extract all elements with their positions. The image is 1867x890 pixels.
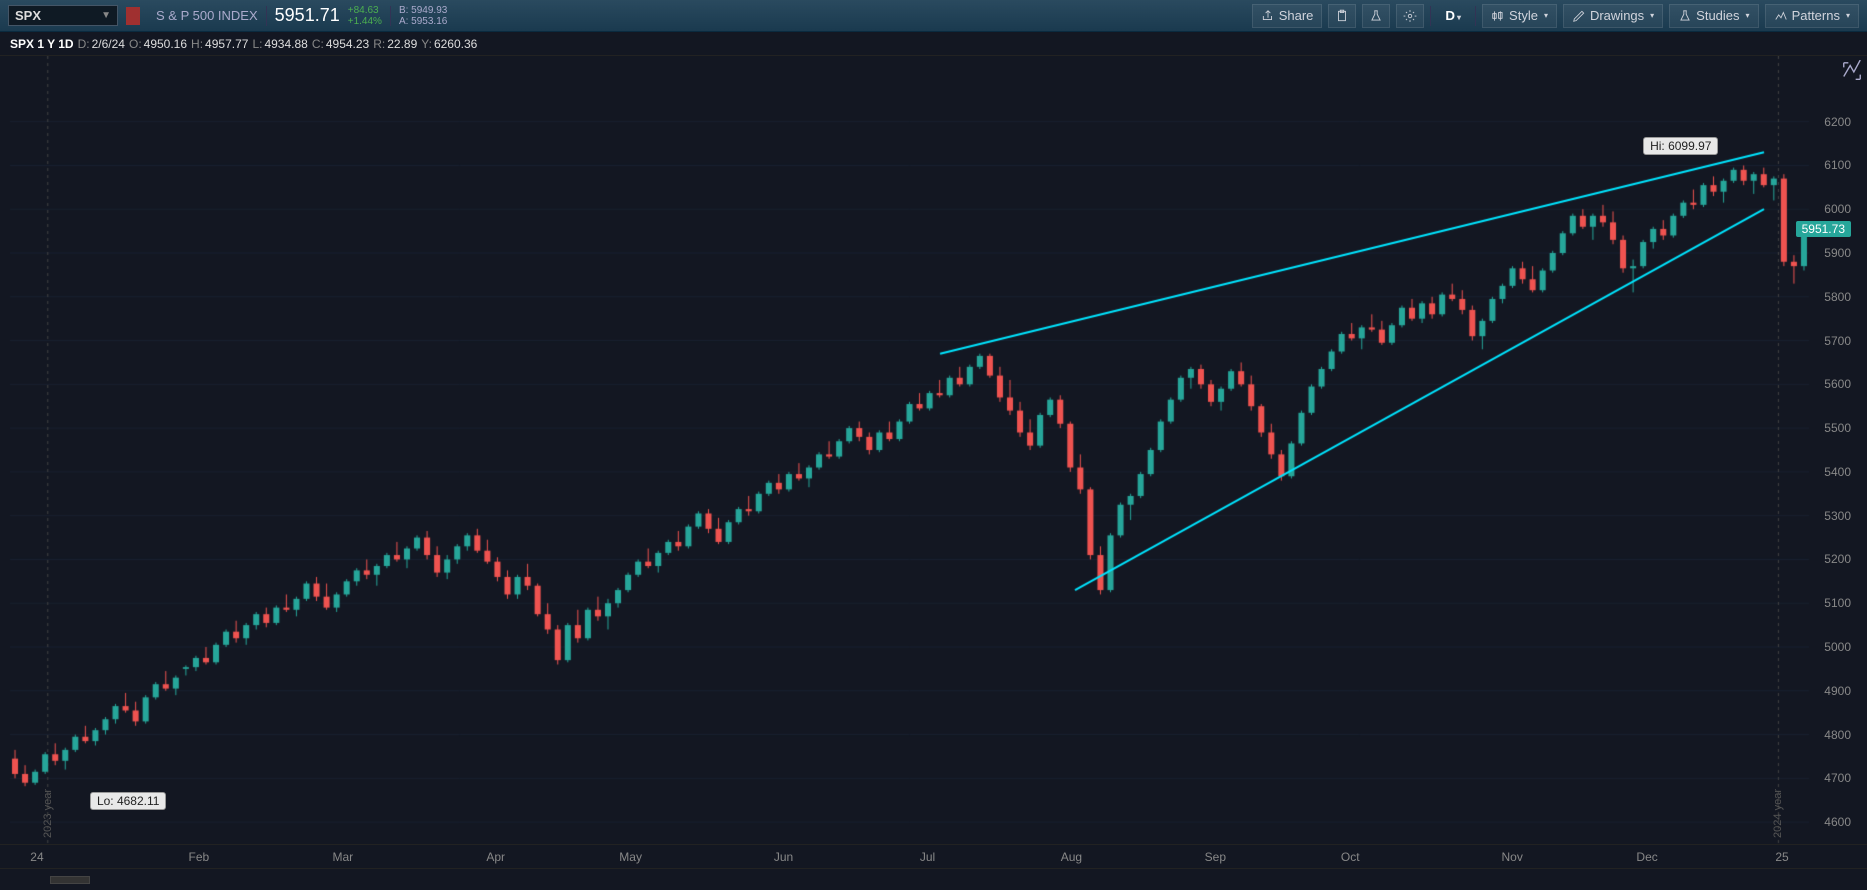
x-tick: Apr xyxy=(486,850,505,864)
current-price-tag: 5951.73 xyxy=(1796,221,1851,237)
separator xyxy=(390,6,391,26)
clipboard-icon xyxy=(1335,9,1349,23)
index-name: S & P 500 INDEX xyxy=(156,8,258,23)
y-tick: 4900 xyxy=(1824,684,1851,698)
studies-button[interactable]: Studies▾ xyxy=(1669,4,1758,28)
scrollbar-segment[interactable] xyxy=(50,876,90,884)
x-tick: Sep xyxy=(1205,850,1226,864)
x-tick: Aug xyxy=(1061,850,1082,864)
year-marker-right: 2024 year xyxy=(1772,789,1784,838)
flask-button[interactable] xyxy=(1362,4,1390,28)
clipboard-button[interactable] xyxy=(1328,4,1356,28)
y-tick: 4700 xyxy=(1824,771,1851,785)
y-tick: 6200 xyxy=(1824,115,1851,129)
x-tick: Nov xyxy=(1501,850,1522,864)
pencil-icon xyxy=(1572,9,1586,23)
flask-icon xyxy=(1678,9,1692,23)
flask-icon xyxy=(1369,9,1383,23)
last-price: 5951.71 xyxy=(275,5,340,26)
y-tick: 5200 xyxy=(1824,552,1851,566)
y-tick: 5400 xyxy=(1824,465,1851,479)
y-tick: 5800 xyxy=(1824,290,1851,304)
x-axis: 24 Feb Mar Apr May Jun Jul Aug Sep Oct Nov Dec 25 xyxy=(0,844,1867,868)
x-tick: Oct xyxy=(1341,850,1360,864)
y-tick: 5700 xyxy=(1824,334,1851,348)
x-tick: May xyxy=(619,850,642,864)
y-tick: 5300 xyxy=(1824,509,1851,523)
gear-icon xyxy=(1403,9,1417,23)
x-tick: 24 xyxy=(30,850,43,864)
x-tick: Dec xyxy=(1636,850,1657,864)
y-tick: 5900 xyxy=(1824,246,1851,260)
share-button[interactable]: Share xyxy=(1252,4,1323,28)
patterns-icon xyxy=(1774,9,1788,23)
bid-ask: B: 5949.93 A: 5953.16 xyxy=(399,5,447,27)
symbol-text: SPX xyxy=(15,8,41,23)
symbol-selector[interactable]: SPX ▼ xyxy=(8,5,118,26)
ohlc-info-bar: SPX 1 Y 1D D: 2/6/24 O: 4950.16 H: 4957.… xyxy=(0,32,1867,56)
y-tick: 6100 xyxy=(1824,158,1851,172)
y-tick: 5500 xyxy=(1824,421,1851,435)
chart-title: SPX 1 Y 1D xyxy=(10,37,74,51)
separator xyxy=(1430,6,1431,26)
chart-area[interactable]: 4600 4700 4800 4900 5000 5100 5200 5300 5400 5500… xyxy=(0,56,1867,868)
patterns-button[interactable]: Patterns▾ xyxy=(1765,4,1859,28)
share-icon xyxy=(1261,9,1275,23)
separator xyxy=(1475,6,1476,26)
low-annotation: Lo: 4682.11 xyxy=(90,792,167,810)
x-tick: Jul xyxy=(920,850,935,864)
x-tick: 25 xyxy=(1775,850,1788,864)
y-tick: 4800 xyxy=(1824,728,1851,742)
separator xyxy=(266,6,267,26)
chevron-down-icon: ▼ xyxy=(101,10,111,21)
y-tick: 5100 xyxy=(1824,596,1851,610)
drawings-button[interactable]: Drawings▾ xyxy=(1563,4,1663,28)
y-axis: 4600 4700 4800 4900 5000 5100 5200 5300 5400 5500… xyxy=(1809,56,1867,868)
x-tick: Jun xyxy=(774,850,793,864)
price-change: +84.63 +1.44% xyxy=(348,5,382,27)
y-tick: 6000 xyxy=(1824,202,1851,216)
style-button[interactable]: Style▾ xyxy=(1482,4,1557,28)
high-annotation: Hi: 6099.97 xyxy=(1643,137,1718,155)
year-marker-left: 2023 year xyxy=(42,789,54,838)
settings-button[interactable] xyxy=(1396,4,1424,28)
x-tick: Mar xyxy=(332,850,353,864)
x-tick: Feb xyxy=(189,850,210,864)
y-tick: 4600 xyxy=(1824,815,1851,829)
status-badge xyxy=(126,7,140,25)
chart-canvas[interactable] xyxy=(0,56,1867,868)
y-tick: 5600 xyxy=(1824,377,1851,391)
top-toolbar: SPX ▼ S & P 500 INDEX 5951.71 +84.63 +1.… xyxy=(0,0,1867,32)
interval-button[interactable]: D▾ xyxy=(1437,4,1469,27)
y-tick: 5000 xyxy=(1824,640,1851,654)
candlestick-icon xyxy=(1491,9,1505,23)
bottom-bar xyxy=(0,868,1867,890)
